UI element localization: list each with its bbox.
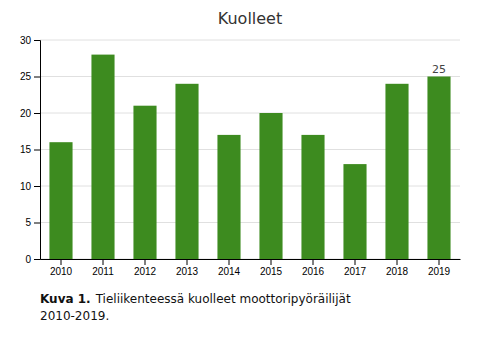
y-tick-mark [34, 150, 40, 151]
y-tick-mark [34, 113, 40, 114]
x-tick: 2015 [260, 259, 283, 277]
x-tick-label: 2012 [134, 266, 157, 277]
y-tick-mark [34, 186, 40, 187]
y-tick: 15 [20, 144, 40, 155]
x-tick-label: 2019 [428, 266, 451, 277]
y-tick-label: 15 [20, 144, 32, 155]
x-tick-label: 2016 [302, 266, 325, 277]
bar [385, 84, 408, 259]
x-tick-label: 2010 [50, 266, 73, 277]
y-tick: 0 [25, 254, 40, 265]
caption-label: Kuva 1. [40, 292, 91, 306]
x-tick-mark [145, 259, 146, 265]
x-tick-label: 2018 [386, 266, 409, 277]
bar [259, 113, 282, 259]
bar [427, 77, 450, 260]
x-tick-mark [355, 259, 356, 265]
x-tick-label: 2011 [92, 266, 114, 277]
x-tick: 2018 [386, 259, 409, 277]
y-tick-label: 0 [25, 254, 31, 265]
y-tick: 5 [25, 217, 40, 228]
y-tick: 10 [20, 181, 40, 192]
x-tick-mark [313, 259, 314, 265]
y-tick-mark [34, 77, 40, 78]
x-tick: 2014 [218, 259, 241, 277]
x-axis: 2010 2011 2012 2013 2014 2015 2016 2017 2018 2019 [41, 259, 461, 277]
chart: 0 5 10 15 20 25 30 2010 2011 2012 2013 2014 2015 2016… [0, 0, 478, 359]
bars [49, 55, 450, 259]
bar [49, 142, 72, 259]
x-tick-label: 2017 [344, 266, 367, 277]
y-tick-label: 30 [20, 35, 32, 46]
y-tick: 30 [20, 35, 40, 46]
y-tick: 25 [20, 71, 40, 82]
y-axis: 0 5 10 15 20 25 30 [20, 35, 41, 265]
x-tick-mark [187, 259, 188, 265]
x-tick-label: 2013 [176, 266, 199, 277]
caption-text: 2010-2019. [40, 309, 109, 323]
x-tick: 2012 [134, 259, 157, 277]
y-tick-label: 5 [25, 217, 31, 228]
bar [175, 84, 198, 259]
grid-line [40, 40, 460, 41]
x-tick-mark [397, 259, 398, 265]
annotation: 25 [432, 63, 446, 76]
caption: Kuva 1. Tieliikenteessä kuolleet moottori… [40, 292, 351, 306]
title: Kuolleet [218, 9, 282, 28]
x-tick-label: 2014 [218, 266, 241, 277]
y-tick-label: 10 [20, 181, 32, 192]
x-tick-mark [439, 259, 440, 265]
x-tick: 2019 [428, 259, 451, 277]
grid [40, 40, 460, 259]
y-tick-label: 25 [20, 71, 32, 82]
x-tick-label: 2015 [260, 266, 283, 277]
bar [91, 55, 114, 259]
caption-text: Tieliikenteessä kuolleet moottoripyöräil… [95, 292, 351, 306]
x-tick-mark [103, 259, 104, 265]
x-tick: 2010 [50, 259, 73, 277]
y-tick-mark [34, 40, 40, 41]
x-tick-mark [229, 259, 230, 265]
y-tick-mark [34, 223, 40, 224]
x-tick-mark [61, 259, 62, 265]
bar [133, 106, 156, 259]
x-tick: 2011 [92, 259, 114, 277]
bar [343, 164, 366, 259]
x-tick: 2017 [344, 259, 367, 277]
plot: 0 5 10 15 20 25 30 2010 2011 2012 2013 2014 2015 2016… [20, 35, 461, 277]
bar [217, 135, 240, 259]
x-tick: 2016 [302, 259, 325, 277]
y-tick: 20 [20, 108, 40, 119]
x-tick-mark [271, 259, 272, 265]
x-tick: 2013 [176, 259, 199, 277]
y-tick-mark [34, 259, 40, 260]
y-tick-label: 20 [20, 108, 32, 119]
bar [301, 135, 324, 259]
y-axis-line [34, 41, 41, 260]
